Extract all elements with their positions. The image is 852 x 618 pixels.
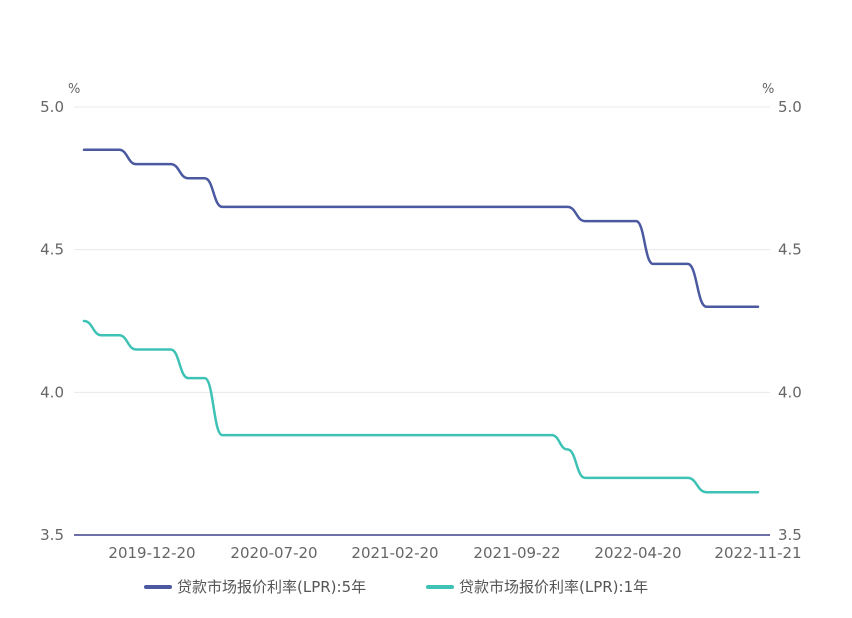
y-tick-label-right: 4.5	[778, 241, 802, 259]
series-line-5y	[82, 148, 760, 308]
y-tick-label-right: 3.5	[778, 526, 802, 544]
x-tick-label: 2022-04-20	[594, 544, 681, 562]
x-tick-label: 2020-07-20	[230, 544, 317, 562]
legend: 贷款市场报价利率(LPR):5年 贷款市场报价利率(LPR):1年	[144, 578, 648, 596]
y-tick-label-left: 3.5	[40, 526, 64, 544]
y-tick-label-left: 4.0	[40, 383, 64, 401]
series-lines	[82, 148, 760, 494]
x-tick-label: 2021-02-20	[351, 544, 438, 562]
right-axis-unit: %	[762, 82, 774, 97]
x-tick-label: 2022-11-21	[714, 544, 801, 562]
legend-label: 贷款市场报价利率(LPR):1年	[459, 578, 648, 596]
y-tick-label-right: 5.0	[778, 98, 802, 116]
grid-lines	[74, 106, 770, 393]
x-tick-label: 2021-09-22	[473, 544, 560, 562]
left-axis-unit: %	[68, 82, 80, 97]
x-tick-label: 2019-12-20	[108, 544, 195, 562]
y-tick-label-left: 5.0	[40, 98, 64, 116]
y-tick-label-left: 4.5	[40, 241, 64, 259]
series-line-1y	[82, 319, 760, 494]
axes: % % 5.0 5.0 4.5 4.5 4.0 4.0 3.5 3.5 2019-12-20 20…	[40, 82, 802, 562]
y-tick-label-right: 4.0	[778, 383, 802, 401]
legend-label: 贷款市场报价利率(LPR):5年	[177, 578, 366, 596]
